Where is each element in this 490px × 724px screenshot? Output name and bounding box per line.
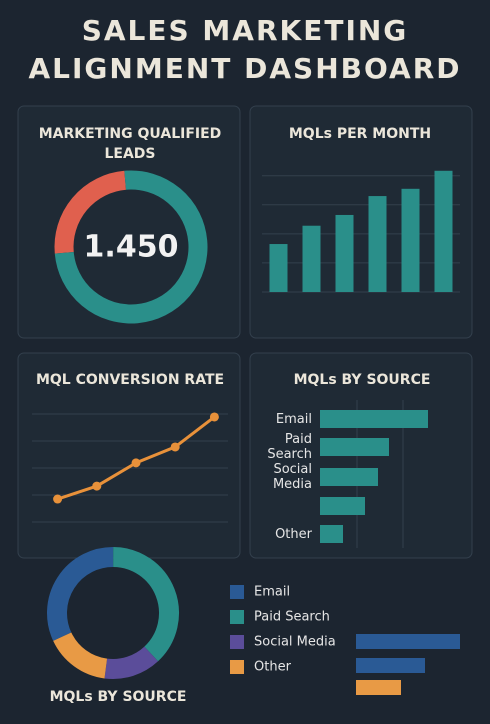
bar bbox=[320, 525, 343, 543]
donut-segment bbox=[47, 546, 114, 641]
donut-segment bbox=[53, 632, 108, 679]
bar bbox=[335, 214, 354, 292]
donut-segment bbox=[104, 646, 159, 679]
legend-label: Email bbox=[254, 585, 290, 600]
legend-swatch bbox=[230, 660, 244, 674]
bar bbox=[320, 410, 428, 428]
category-label: Paid Search bbox=[267, 432, 312, 462]
bar bbox=[368, 196, 387, 292]
bar bbox=[320, 497, 365, 515]
panel-title: MQL CONVERSION RATE bbox=[35, 372, 225, 388]
donut-segment bbox=[54, 170, 127, 254]
bar bbox=[434, 170, 453, 292]
donut-segment bbox=[112, 547, 179, 662]
bar bbox=[320, 468, 378, 486]
page-title: SALES MARKETING ALIGNMENT DASHBOARD bbox=[28, 14, 462, 85]
panel-title: MQLs BY SOURCE bbox=[49, 689, 187, 705]
legend-label: Other bbox=[254, 660, 292, 675]
panel-title: MARKETING QUALIFIED LEADS bbox=[38, 126, 222, 162]
point bbox=[170, 442, 180, 452]
category-label: Email bbox=[275, 411, 312, 427]
category-label: Other bbox=[275, 526, 312, 542]
bar bbox=[320, 438, 389, 456]
point bbox=[92, 481, 102, 491]
legend-swatch bbox=[230, 585, 244, 599]
category-label: Social Media bbox=[272, 462, 312, 492]
center-label: 1.450 bbox=[84, 230, 179, 265]
point bbox=[209, 412, 219, 422]
point bbox=[131, 458, 141, 468]
bar bbox=[269, 244, 288, 292]
legend-label: Paid Search bbox=[254, 610, 330, 625]
point bbox=[53, 494, 63, 504]
panel-title: MQLs PER MONTH bbox=[288, 126, 432, 142]
bar bbox=[356, 680, 401, 695]
bar bbox=[356, 634, 460, 649]
legend-label: Social Media bbox=[254, 635, 336, 650]
bar bbox=[356, 658, 425, 673]
panel-title: MQLs BY SOURCE bbox=[293, 372, 431, 388]
donut-segment bbox=[54, 170, 208, 324]
legend-swatch bbox=[230, 610, 244, 624]
legend-swatch bbox=[230, 635, 244, 649]
bar bbox=[302, 225, 321, 292]
bar bbox=[401, 188, 420, 292]
